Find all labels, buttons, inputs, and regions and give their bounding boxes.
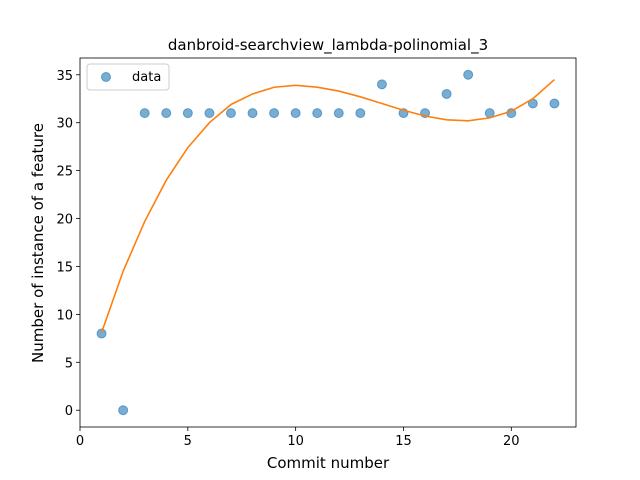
y-axis-label: Number of instance of a feature (29, 123, 47, 363)
x-tick-label: 10 (287, 434, 304, 449)
y-tick-label: 30 (56, 117, 73, 132)
x-tick-label: 5 (184, 434, 192, 449)
data-point (290, 108, 301, 119)
data-point (549, 98, 560, 109)
legend-marker-data (101, 72, 111, 82)
axes-frame (79, 57, 577, 428)
data-point (204, 108, 215, 119)
chart-title: danbroid-searchview_lambda-polinomial_3 (168, 36, 488, 55)
legend-label-data: data (132, 70, 161, 85)
x-tick-label: 0 (76, 434, 84, 449)
data-point (161, 108, 172, 119)
plot-area: 0 5 10 15 20 0 5 10 15 20 25 30 35 (56, 57, 577, 449)
x-tick-label: 15 (395, 434, 412, 449)
data-point (376, 79, 387, 90)
y-tick-label: 5 (65, 356, 73, 371)
data-point (247, 108, 258, 119)
y-tick-label: 15 (56, 260, 73, 275)
data-point (269, 108, 280, 119)
x-axis-label: Commit number (267, 454, 390, 472)
data-point (333, 108, 344, 119)
y-tick-label: 35 (56, 69, 73, 84)
x-tick-label: 20 (503, 434, 520, 449)
legend: data (86, 63, 170, 91)
data-point (182, 108, 193, 119)
data-point (96, 328, 107, 339)
fit-line (100, 78, 555, 333)
data-point (118, 405, 129, 416)
y-tick-label: 10 (56, 308, 73, 323)
data-point (312, 108, 323, 119)
data-point (355, 108, 366, 119)
data-point (139, 108, 150, 119)
data-point (441, 88, 452, 99)
legend-frame (86, 63, 170, 91)
y-tick-label: 25 (56, 165, 73, 180)
data-point (463, 69, 474, 80)
y-tick-label: 20 (56, 213, 73, 228)
data-point (225, 108, 236, 119)
y-tick-label: 0 (65, 404, 73, 419)
